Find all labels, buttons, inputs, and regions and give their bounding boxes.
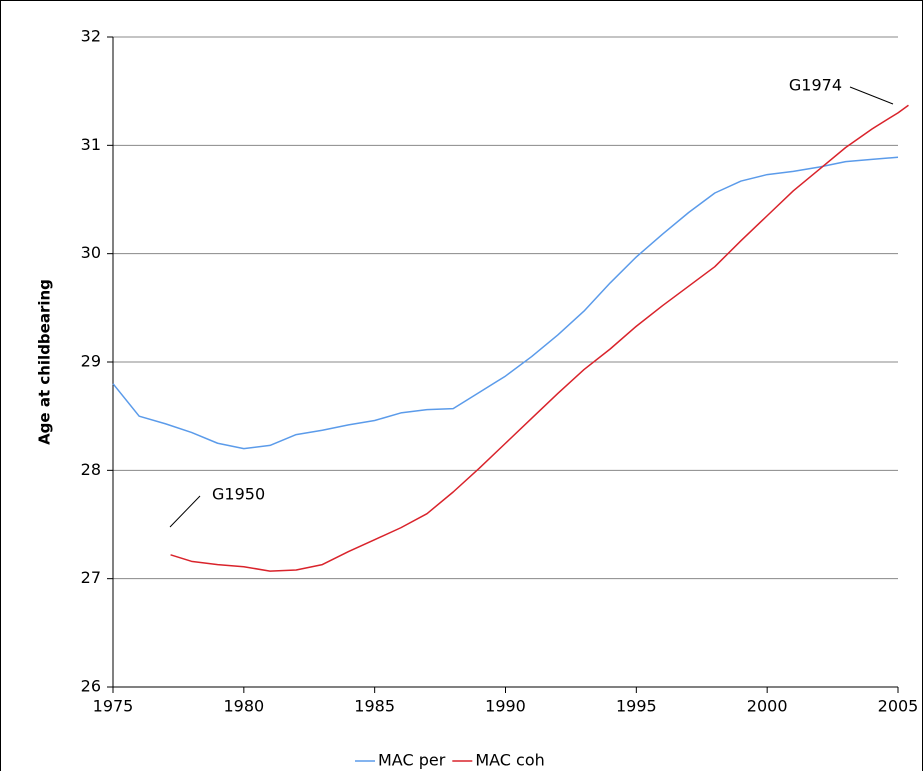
y-tick-label: 28 <box>81 460 101 479</box>
legend-label: MAC coh <box>475 751 544 770</box>
x-tick-label: 1985 <box>354 697 395 716</box>
y-tick-label: 26 <box>81 677 101 696</box>
x-tick-label: 1995 <box>616 697 657 716</box>
series-line <box>112 156 899 450</box>
y-tick-label: 27 <box>81 568 101 587</box>
x-tick-label: 2005 <box>878 697 919 716</box>
x-tick-label: 1975 <box>93 697 134 716</box>
x-tick-label: 1980 <box>223 697 264 716</box>
y-tick-label: 30 <box>81 243 101 262</box>
annotation-leader <box>849 86 894 105</box>
x-tick-label: 2000 <box>747 697 788 716</box>
x-tick-label: 1990 <box>485 697 526 716</box>
series-line <box>170 104 909 572</box>
annotation-leader <box>169 495 201 528</box>
y-axis-title: Age at childbearing <box>36 279 54 445</box>
y-tick-label: 29 <box>81 352 101 371</box>
annotation: G1950 <box>212 485 265 504</box>
y-tick-label: 32 <box>81 27 101 46</box>
legend-label: MAC per <box>378 751 446 770</box>
y-tick-label: 31 <box>81 135 101 154</box>
annotation: G1974 <box>789 76 842 95</box>
